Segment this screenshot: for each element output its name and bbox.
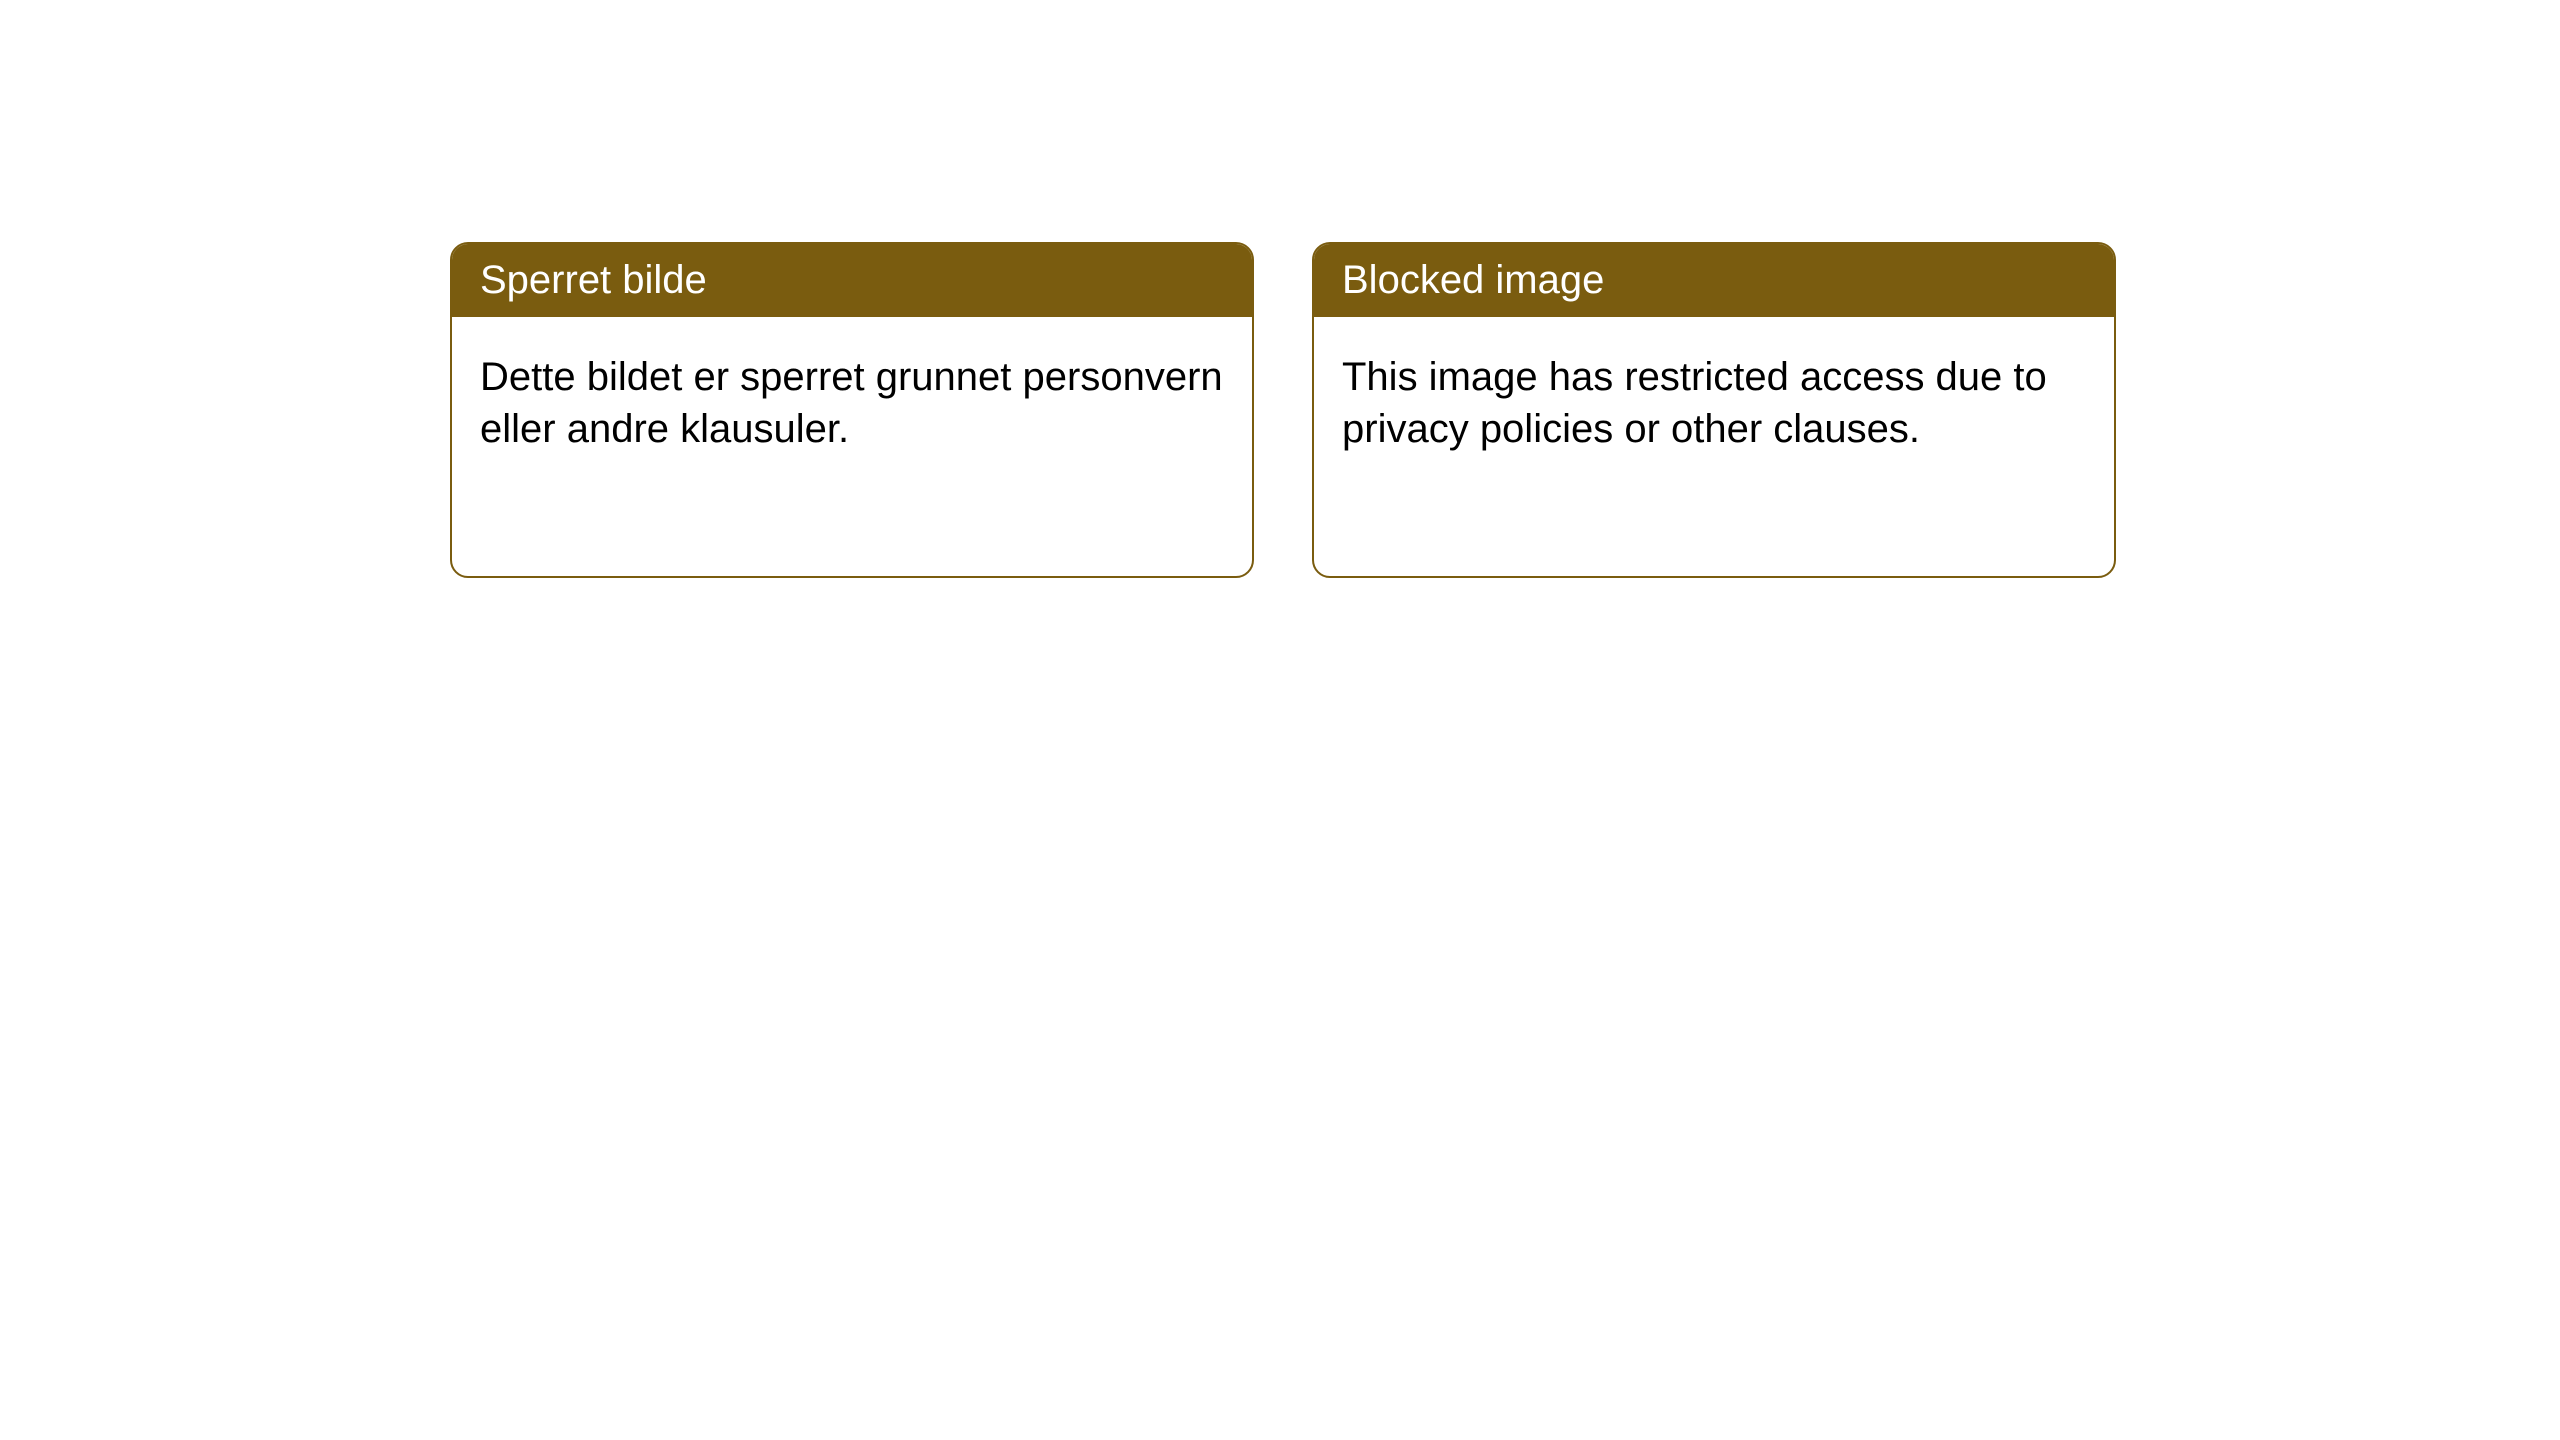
notice-header: Sperret bilde: [452, 244, 1252, 317]
notice-body: Dette bildet er sperret grunnet personve…: [452, 317, 1252, 489]
notice-body-text: Dette bildet er sperret grunnet personve…: [480, 355, 1223, 451]
notice-header: Blocked image: [1314, 244, 2114, 317]
notice-card-norwegian: Sperret bilde Dette bildet er sperret gr…: [450, 242, 1254, 578]
notice-body: This image has restricted access due to …: [1314, 317, 2114, 489]
notice-container: Sperret bilde Dette bildet er sperret gr…: [450, 242, 2116, 578]
notice-card-english: Blocked image This image has restricted …: [1312, 242, 2116, 578]
notice-title: Sperret bilde: [480, 258, 707, 302]
notice-body-text: This image has restricted access due to …: [1342, 355, 2047, 451]
notice-title: Blocked image: [1342, 258, 1604, 302]
